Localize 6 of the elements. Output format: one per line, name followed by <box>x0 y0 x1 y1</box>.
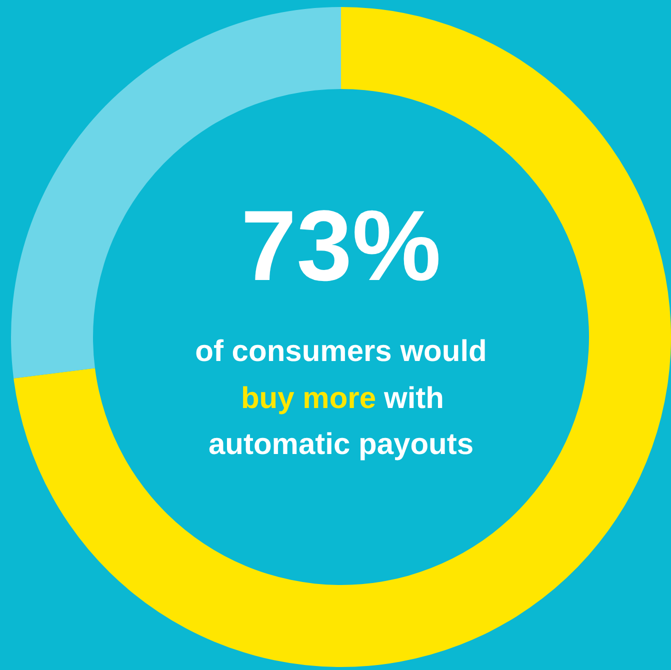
data-label: 73% <box>240 190 442 302</box>
donut-slice <box>14 7 671 667</box>
text: with <box>383 382 444 415</box>
text: automatic payouts <box>208 428 474 461</box>
text: of consumers would <box>195 335 487 368</box>
text: buy more <box>240 382 376 415</box>
